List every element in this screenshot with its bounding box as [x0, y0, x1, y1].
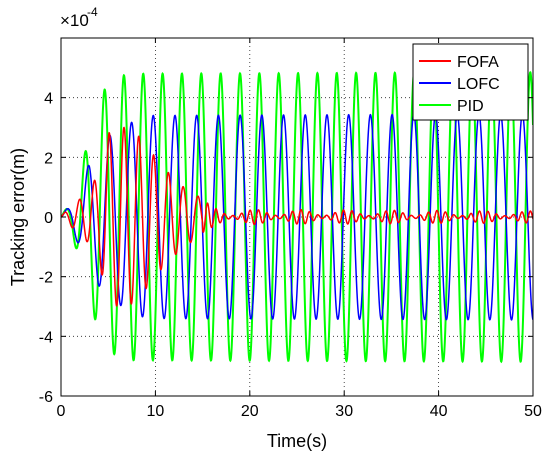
axes: 0 10 20 30 40 50 -6 -4 -2 0 2 4 — [39, 38, 542, 420]
y-tick-label: -6 — [39, 389, 53, 406]
y-tick-label: -2 — [39, 270, 53, 287]
series-line-lofc — [61, 113, 533, 321]
x-tick-label: 0 — [57, 403, 66, 420]
x-tick-label: 30 — [335, 403, 353, 420]
y-axis-label: Tracking error(m) — [8, 148, 28, 286]
x-tick-label: 40 — [430, 403, 448, 420]
legend: FOFA LOFC PID — [412, 43, 529, 121]
y-tick-label: -4 — [39, 329, 53, 346]
y-exponent-base: ×10 — [60, 11, 89, 30]
x-axis-label: Time(s) — [267, 431, 327, 451]
y-tick-label: 2 — [44, 150, 53, 167]
legend-label-fofa: FOFA — [457, 54, 499, 71]
y-tick-label: 0 — [44, 210, 53, 227]
x-tick-label: 20 — [241, 403, 259, 420]
y-tick-label: 4 — [44, 91, 53, 108]
legend-label-lofc: LOFC — [457, 76, 500, 93]
series-line-fofa — [61, 126, 533, 307]
x-tick-label: 50 — [524, 403, 542, 420]
x-tick-label: 10 — [147, 403, 165, 420]
y-exponent-power: -4 — [87, 5, 98, 19]
legend-label-pid: PID — [457, 98, 484, 115]
